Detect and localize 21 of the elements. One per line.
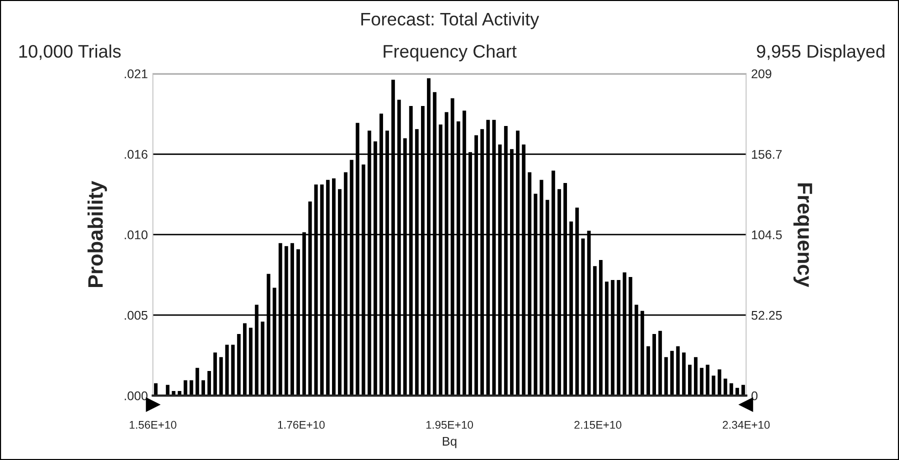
x-tick-label: 1.76E+10 — [278, 420, 325, 429]
y2-axis-title: Frequency — [793, 183, 812, 288]
text: 10,000 Trials — [19, 44, 121, 60]
y-tick-label: .000 — [124, 391, 148, 400]
text: Frequency Chart — [384, 44, 517, 62]
chart-title: Forecast: Total Activity — [361, 12, 540, 30]
x-tick-label: 2.34E+10 — [722, 420, 770, 429]
y2-tick-label: 52.25 — [752, 310, 782, 320]
y-tick-label: .005 — [124, 310, 148, 320]
y2-tick-label: 156.7 — [752, 150, 782, 159]
y2-tick-label: 104.5 — [752, 230, 782, 240]
y2-tick-label: 209 — [752, 69, 772, 78]
y-tick-label: .021 — [124, 69, 148, 78]
x-axis-title: Bq — [442, 436, 456, 448]
y-tick-label: .016 — [124, 150, 148, 159]
y-axis-title: Probability — [88, 180, 107, 288]
x-tick-label: 2.15E+10 — [574, 420, 622, 429]
text: 9,955 Displayed — [756, 44, 884, 62]
x-tick-label: 1.56E+10 — [130, 420, 176, 429]
y-tick-label: .010 — [124, 230, 148, 240]
x-tick-label: 1.95E+10 — [426, 420, 474, 429]
